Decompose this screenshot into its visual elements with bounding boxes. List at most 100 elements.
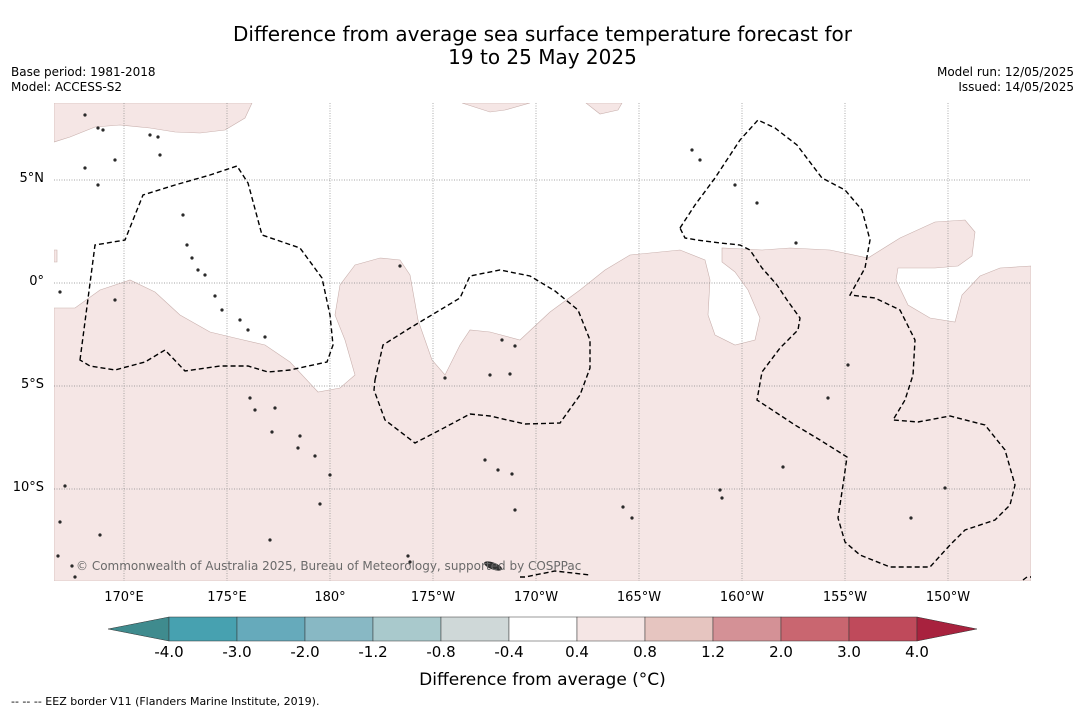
island — [496, 468, 500, 472]
island — [943, 486, 947, 490]
island — [270, 430, 274, 434]
eez-borders — [79, 119, 1031, 581]
model-run: Model run: 12/05/2025 — [936, 65, 1074, 79]
lon-label: 165°W — [616, 590, 662, 605]
colorbar — [107, 616, 978, 642]
island — [513, 344, 517, 348]
island — [508, 372, 512, 376]
island — [98, 533, 102, 537]
island — [510, 472, 514, 476]
island — [621, 505, 625, 509]
map-title-line1: Difference from average sea surface temp… — [232, 22, 852, 46]
island — [273, 406, 277, 410]
island — [203, 273, 207, 277]
island — [698, 158, 702, 162]
island — [213, 294, 217, 298]
copyright-notice: © Commonwealth of Australia 2025, Bureau… — [76, 559, 582, 573]
colorbar-segment — [508, 616, 578, 642]
colorbar-segment — [168, 616, 238, 642]
lon-label: 150°W — [925, 590, 971, 605]
colorbar-tick-label: 4.0 — [905, 643, 929, 661]
islands — [56, 113, 947, 579]
island — [73, 575, 77, 579]
island — [443, 376, 447, 380]
colorbar-tick-label: 1.2 — [701, 643, 725, 661]
colorbar-tick-label: -1.2 — [358, 643, 388, 661]
island — [158, 153, 162, 157]
lat-label: 5°S — [20, 377, 44, 392]
colorbar-segment — [304, 616, 374, 642]
colorbar-segment — [372, 616, 442, 642]
island — [246, 328, 250, 332]
island — [690, 148, 694, 152]
colorbar-segment — [440, 616, 510, 642]
eez-footnote: -- -- -- EEZ border V11 (Flanders Marine… — [11, 695, 320, 708]
colorbar-segment — [712, 616, 782, 642]
island — [630, 516, 634, 520]
colorbar-tick-label: -0.8 — [426, 643, 456, 661]
island — [398, 264, 402, 268]
island — [296, 446, 300, 450]
map-title-line2: 19 to 25 May 2025 — [448, 45, 637, 69]
map-panel — [54, 103, 1031, 581]
lon-label: 170°E — [104, 590, 144, 605]
colorbar-segment — [848, 616, 918, 642]
island — [733, 183, 737, 187]
island — [268, 538, 272, 542]
island — [83, 166, 87, 170]
issued-date: Issued: 14/05/2025 — [958, 80, 1074, 94]
island — [196, 268, 200, 272]
island — [96, 183, 100, 187]
island — [253, 408, 257, 412]
island — [83, 113, 87, 117]
lon-label: 155°W — [822, 590, 868, 605]
island — [113, 298, 117, 302]
island — [794, 241, 798, 245]
colorbar-extend-low — [107, 616, 170, 642]
island — [185, 243, 189, 247]
island — [58, 290, 62, 294]
model-name: Model: ACCESS-S2 — [11, 80, 123, 94]
colorbar-tick-label: -0.4 — [494, 643, 524, 661]
base-period: Base period: 1981-2018 — [11, 65, 156, 79]
island — [70, 564, 74, 568]
island — [513, 508, 517, 512]
island — [238, 318, 242, 322]
colorbar-extend-high — [916, 616, 978, 642]
colorbar-tick-label: -2.0 — [290, 643, 320, 661]
colorbar-tick-label: 2.0 — [769, 643, 793, 661]
lat-label: 0° — [29, 274, 44, 289]
graticule — [54, 103, 1031, 581]
colorbar-tick-label: 3.0 — [837, 643, 861, 661]
island — [181, 213, 185, 217]
lon-label: 175°E — [207, 590, 247, 605]
island — [220, 308, 224, 312]
colorbar-tick-label: 0.4 — [565, 643, 589, 661]
colorbar-segment — [236, 616, 306, 642]
colorbar-segment — [644, 616, 714, 642]
island — [718, 488, 722, 492]
island — [58, 520, 62, 524]
island — [328, 473, 332, 477]
island — [190, 256, 194, 260]
island — [298, 434, 302, 438]
island — [826, 396, 830, 400]
island — [781, 465, 785, 469]
island — [313, 454, 317, 458]
island — [846, 363, 850, 367]
colorbar-label: Difference from average (°C) — [419, 670, 666, 690]
island — [408, 560, 412, 564]
island — [63, 484, 67, 488]
lat-label: 5°N — [19, 171, 45, 186]
colorbar-tick-label: -4.0 — [154, 643, 184, 661]
colorbar-tick-label: 0.8 — [633, 643, 657, 661]
island — [406, 554, 410, 558]
island — [488, 373, 492, 377]
colorbar-tick-label: -3.0 — [222, 643, 252, 661]
lat-label: 10°S — [12, 480, 44, 495]
island — [56, 554, 60, 558]
colorbar-segment — [576, 616, 646, 642]
lon-label: 180° — [314, 590, 346, 605]
lon-label: 170°W — [513, 590, 559, 605]
